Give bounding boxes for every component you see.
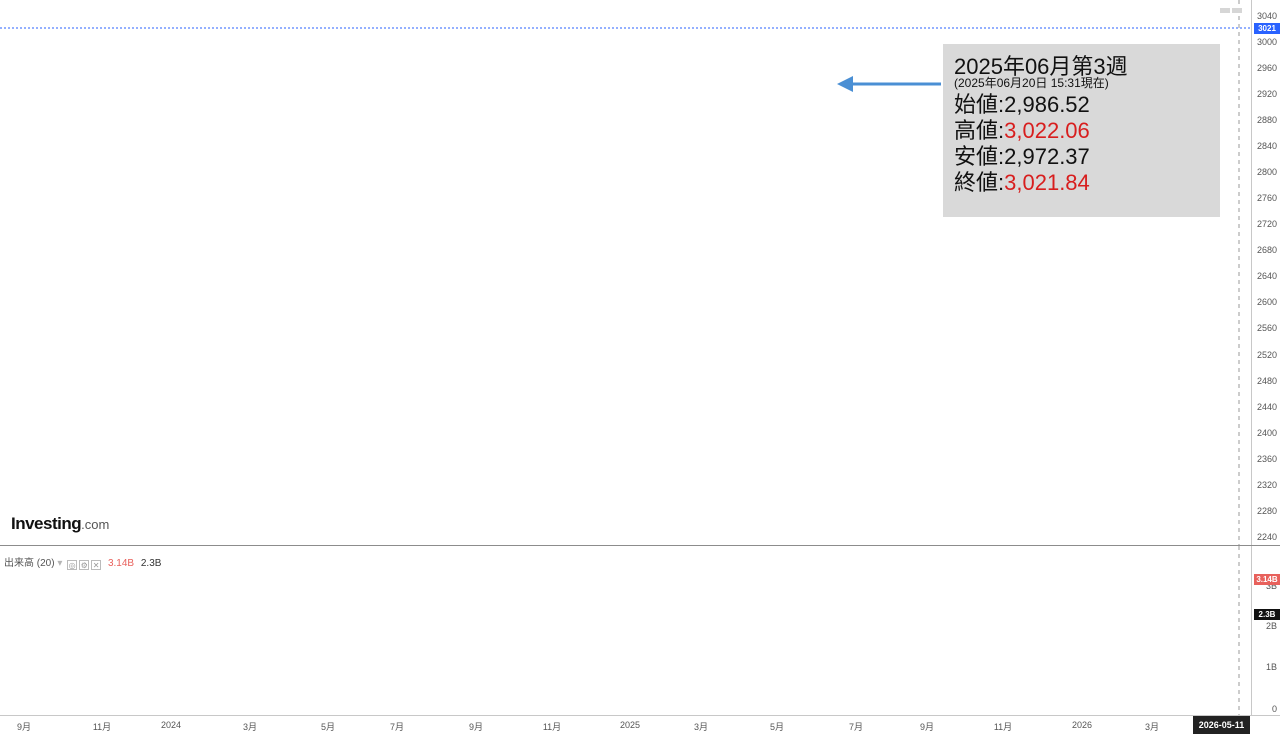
info-box-title: 2025年06月第3週 <box>954 54 1128 79</box>
time-tick: 2025 <box>619 720 641 730</box>
price-tick: 2240 <box>1256 532 1277 542</box>
price-tick: 2320 <box>1256 480 1277 490</box>
volume-tick: 0 <box>1271 704 1277 714</box>
settings-icon[interactable]: ⚙ <box>79 560 90 570</box>
volume-tick: 2B <box>1265 621 1277 631</box>
price-tick: 2360 <box>1256 454 1277 464</box>
time-tick: 7月 <box>389 722 405 732</box>
price-tick: 2640 <box>1256 271 1277 281</box>
price-tick: 2920 <box>1256 89 1277 99</box>
price-tick: 2440 <box>1256 402 1277 412</box>
info-high-row: 高値:3,022.06 <box>954 118 1090 143</box>
time-tick: 5月 <box>320 722 336 732</box>
corner-control-1[interactable] <box>1220 8 1230 13</box>
price-axis[interactable]: 3040 3000 2960 2920 2880 2840 2800 2760 … <box>1251 0 1280 545</box>
price-tick: 2760 <box>1256 193 1277 203</box>
investing-logo: Investing.com <box>11 514 110 533</box>
time-tick: 3月 <box>1144 722 1160 732</box>
time-axis[interactable]: 9月 11月 2024 3月 5月 7月 9月 11月 2025 3月 5月 7… <box>0 715 1280 735</box>
cursor-date-tag: 2026-05-11 <box>1193 716 1250 734</box>
price-tick: 2960 <box>1256 63 1277 73</box>
candle-info-box: 2025年06月第3週 (2025年06月20日 15:31現在) 始値:2,9… <box>943 44 1220 217</box>
volume-tag: 3.14B <box>1254 574 1280 585</box>
info-box-subtitle: (2025年06月20日 15:31現在) <box>954 76 1109 90</box>
time-tick: 11月 <box>92 722 112 732</box>
corner-control-2[interactable] <box>1232 8 1242 13</box>
eye-icon[interactable]: ◎ <box>67 560 78 570</box>
volume-tick: 3B <box>1265 581 1277 591</box>
info-low-row: 安値:2,972.37 <box>954 144 1090 169</box>
time-tick: 3月 <box>242 722 258 732</box>
pane-separator[interactable] <box>0 545 1280 546</box>
price-tick: 2400 <box>1256 428 1277 438</box>
price-tick: 2800 <box>1256 167 1277 177</box>
time-tick: 11月 <box>542 722 562 732</box>
time-tick: 9月 <box>919 722 935 732</box>
volume-value: 3.14B <box>107 558 135 569</box>
price-tick: 3000 <box>1256 37 1277 47</box>
price-tick: 2480 <box>1256 376 1277 386</box>
info-open-row: 始値:2,986.52 <box>954 92 1090 117</box>
price-tick: 2680 <box>1256 245 1277 255</box>
volume-pane[interactable]: 出来高 (20) ▾ ◎ ⚙ ✕ 3.14B 2.3B <box>0 546 1251 715</box>
price-tick: 3040 <box>1256 11 1277 21</box>
volume-tick: 1B <box>1265 662 1277 672</box>
info-close-row: 終値:3,021.84 <box>954 170 1090 195</box>
price-chart-svg[interactable] <box>0 0 1251 545</box>
time-tick: 9月 <box>468 722 484 732</box>
volume-chart-svg[interactable] <box>0 546 1251 715</box>
volume-axis[interactable]: 3B 2B 1B 0 3.14B 2.3B <box>1251 546 1280 715</box>
time-tick: 11月 <box>993 722 1013 732</box>
price-tick: 2520 <box>1256 350 1277 360</box>
price-tick: 2880 <box>1256 115 1277 125</box>
price-tick: 2560 <box>1256 323 1277 333</box>
price-tick: 2600 <box>1256 297 1277 307</box>
close-icon[interactable]: ✕ <box>91 560 102 570</box>
time-tick: 2024 <box>160 720 182 730</box>
price-tick: 2840 <box>1256 141 1277 151</box>
time-tick: 3月 <box>693 722 709 732</box>
price-tick: 2280 <box>1256 506 1277 516</box>
chart-corner-controls[interactable] <box>1220 0 1246 13</box>
current-price-tag: 3021 <box>1254 23 1280 34</box>
volume-legend: 出来高 (20) ▾ ◎ ⚙ ✕ 3.14B 2.3B <box>4 558 162 570</box>
price-chart-pane[interactable]: Investing.com 2025年06月第3週 (2025年06月20日 1… <box>0 0 1251 545</box>
volume-ma-tag: 2.3B <box>1254 609 1280 620</box>
volume-indicator-label[interactable]: 出来高 (20) <box>4 558 55 569</box>
time-tick: 5月 <box>769 722 785 732</box>
info-arrow <box>837 76 941 92</box>
time-tick: 9月 <box>16 722 32 732</box>
volume-ma-value: 2.3B <box>140 558 162 569</box>
time-tick: 7月 <box>848 722 864 732</box>
time-tick: 2026 <box>1071 720 1093 730</box>
price-tick: 2720 <box>1256 219 1277 229</box>
